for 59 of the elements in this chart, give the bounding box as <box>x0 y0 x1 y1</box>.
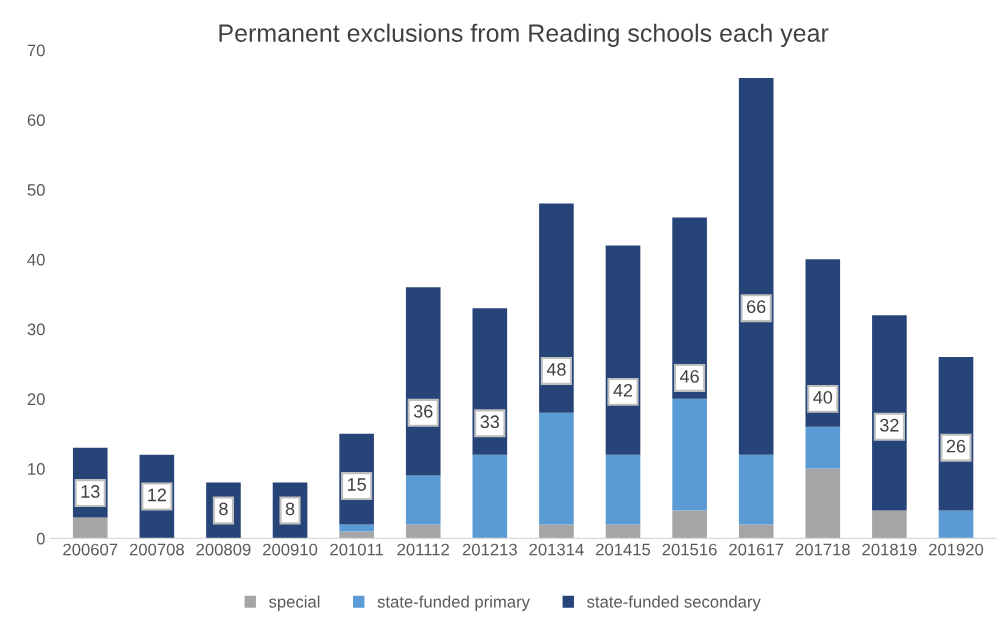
bar <box>672 398 707 511</box>
bar <box>339 524 374 532</box>
y-tick-label: 40 <box>27 253 45 266</box>
total-label: 8 <box>285 502 295 516</box>
x-tick-label: 200910 <box>263 543 318 556</box>
bar <box>805 426 841 469</box>
bar <box>72 517 108 539</box>
y-tick-label: 10 <box>28 463 45 475</box>
y-tick-label: 50 <box>27 183 45 196</box>
bar <box>605 524 641 539</box>
bar <box>805 468 841 539</box>
x-tick-label: 201819 <box>862 543 917 556</box>
legend-label: state-funded primary <box>377 595 530 611</box>
total-label: 36 <box>413 404 433 418</box>
total-label: 33 <box>480 415 500 429</box>
y-tick-label: 60 <box>27 114 45 127</box>
bar <box>405 475 441 525</box>
x-tick-label: 201718 <box>795 543 850 556</box>
y-tick-label: 30 <box>27 323 45 336</box>
total-label: 46 <box>679 369 699 383</box>
legend-label: state-funded secondary <box>587 595 761 611</box>
total-label: 12 <box>148 488 166 502</box>
x-tick-label: 201415 <box>596 543 651 556</box>
chart-title: Permanent exclusions from Reading schools each year <box>219 23 829 47</box>
y-tick-label: 20 <box>27 393 45 406</box>
bar <box>738 454 774 525</box>
total-label: 13 <box>81 485 100 498</box>
x-tick-label: 201011 <box>330 543 384 556</box>
bar <box>738 524 774 539</box>
bar <box>472 454 508 539</box>
x-tick-label: 200607 <box>63 543 118 556</box>
total-label: 26 <box>946 439 966 453</box>
total-label: 8 <box>219 502 228 516</box>
total-label: 40 <box>813 390 833 404</box>
x-tick-label: 200809 <box>196 543 251 556</box>
bar <box>405 524 441 539</box>
bar <box>539 524 574 539</box>
bar <box>339 531 374 539</box>
total-label: 15 <box>347 478 366 491</box>
bar <box>738 77 774 455</box>
x-tick-label: 201213 <box>462 543 517 556</box>
x-tick-label: 200708 <box>129 543 184 556</box>
bar <box>872 510 907 539</box>
total-label: 48 <box>546 363 566 376</box>
bar <box>938 510 974 539</box>
x-tick-label: 201617 <box>729 543 784 556</box>
total-label: 32 <box>880 418 899 432</box>
x-tick-label: 201314 <box>529 543 584 556</box>
legend-label: special <box>269 595 320 611</box>
bar <box>605 454 641 525</box>
total-label: 42 <box>613 383 633 397</box>
y-tick-label: 0 <box>36 532 45 545</box>
total-label: 66 <box>747 300 766 314</box>
y-tick-label: 70 <box>27 44 45 57</box>
x-tick-label: 201920 <box>929 543 984 556</box>
x-tick-label: 201112 <box>397 543 449 556</box>
bar <box>672 510 707 539</box>
bar <box>539 412 574 525</box>
x-tick-label: 201516 <box>662 543 717 556</box>
